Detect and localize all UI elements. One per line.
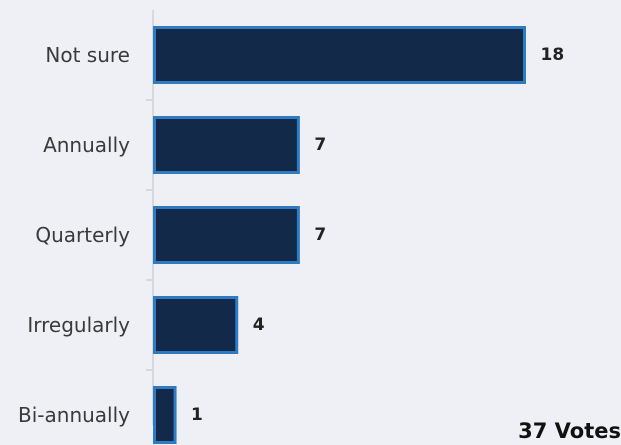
value-label: 7 [314, 135, 326, 155]
value-label: 18 [541, 45, 565, 65]
vote-count: 37 Votes [518, 419, 621, 443]
bar [153, 26, 526, 84]
category-label: Not sure [45, 43, 130, 67]
category-label: Annually [43, 133, 130, 157]
category-label: Bi-annually [18, 403, 130, 427]
category-label: Quarterly [35, 223, 130, 247]
bar [153, 116, 300, 174]
bar [153, 206, 300, 264]
value-label: 4 [253, 315, 265, 335]
bar [153, 386, 177, 444]
value-label: 1 [191, 405, 203, 425]
value-label: 7 [314, 225, 326, 245]
category-label: Irregularly [27, 313, 130, 337]
bar [153, 296, 239, 354]
